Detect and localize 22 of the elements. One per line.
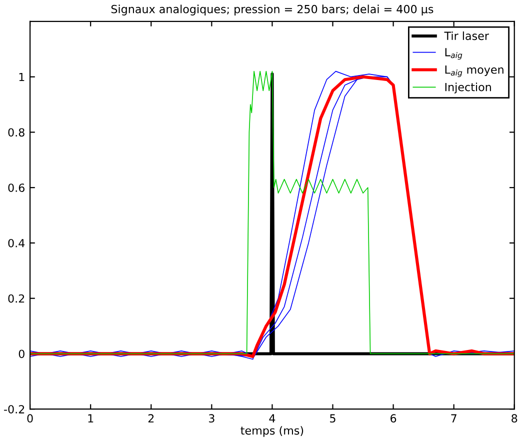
y-tick-label: -0.2 xyxy=(4,405,24,414)
legend-label: L$_{aig}$ moyen xyxy=(445,66,504,78)
legend-label: L$_{aig}$ xyxy=(445,48,462,60)
x-tick-label: 0 xyxy=(27,414,33,423)
y-tick-label: 0 xyxy=(18,350,24,358)
x-tick-label: 3 xyxy=(208,414,214,423)
x-tick-label: 6 xyxy=(390,414,396,423)
legend-label: Injection xyxy=(445,82,491,94)
x-tick-label: 5 xyxy=(330,414,336,423)
y-tick-label: 0.6 xyxy=(8,184,24,192)
x-tick-label: 8 xyxy=(512,414,518,423)
y-tick-label: 0.4 xyxy=(8,238,25,248)
x-tick-label: 7 xyxy=(451,414,456,422)
y-tick-label: 0.8 xyxy=(8,128,24,137)
x-tick-label: 4 xyxy=(269,414,276,422)
chart-title: Signaux analogiques; pression = 250 bars; delai = 400 µs xyxy=(111,4,434,16)
y-tick-label: 1 xyxy=(19,72,24,82)
x-tick-label: 1 xyxy=(88,414,94,422)
x-axis-title: temps (ms) xyxy=(240,426,304,437)
x-tick-label: 2 xyxy=(148,414,154,422)
legend-label: Tir laser xyxy=(444,31,489,40)
y-tick-label: 0.2 xyxy=(8,294,24,303)
